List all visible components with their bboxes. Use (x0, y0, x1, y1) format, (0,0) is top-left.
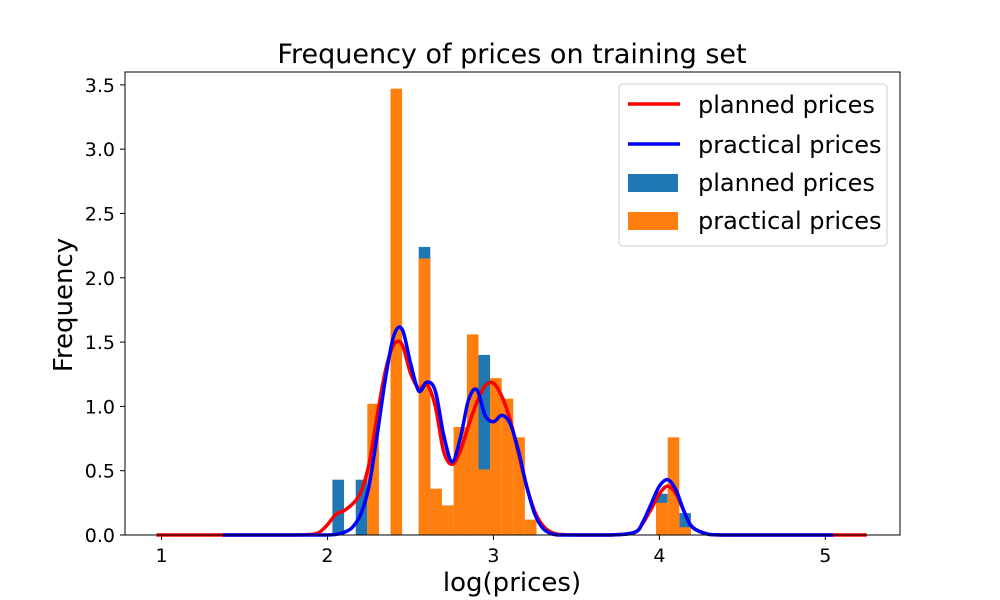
y-tick-label: 1.5 (85, 332, 115, 354)
plot-area (156, 88, 867, 537)
x-tick-label: 2 (321, 545, 333, 567)
y-tick-label: 2.0 (85, 268, 115, 290)
x-axis-title: log(prices) (443, 568, 581, 598)
y-tick-label: 2.5 (85, 203, 115, 225)
density-line-practical-prices (222, 325, 834, 537)
y-tick-label: 0.0 (85, 525, 115, 547)
hist-bar-practical-prices-9 (501, 398, 514, 535)
x-tick-label: 3 (487, 545, 499, 567)
y-axis: 0.0 0.5 1.0 1.5 2.0 2.5 3.0 3.5 (85, 75, 125, 547)
y-tick-label: 1.0 (85, 396, 115, 418)
hist-bar-planned-prices-0 (332, 479, 344, 535)
hist-bar-practical-prices-11 (524, 519, 537, 535)
x-tick-label: 5 (819, 545, 831, 567)
hist-bar-planned-prices-6 (679, 513, 691, 535)
plot-frame (124, 71, 901, 536)
y-tick-label: 3.0 (85, 139, 115, 161)
x-axis: 1 2 3 4 5 (155, 535, 831, 567)
legend-label-planned-line: planned prices (698, 91, 875, 119)
y-tick-label: 0.5 (85, 461, 115, 483)
hist-bar-practical-prices-12 (656, 502, 668, 535)
legend-label-practical-line: practical prices (698, 131, 882, 159)
hist-bar-practical-prices-6 (466, 334, 479, 535)
y-axis-title: Frequency (49, 238, 79, 372)
x-tick-label: 4 (653, 545, 665, 567)
density-line-planned-prices (156, 339, 867, 537)
hist-bar-planned-prices-4 (478, 354, 491, 535)
legend-swatch-planned-bar (628, 174, 678, 192)
hist-bar-practical-prices-4 (442, 505, 454, 535)
legend-swatch-practical-bar (628, 212, 678, 230)
legend: planned prices practical prices planned … (618, 83, 888, 247)
y-tick-label: 3.5 (85, 75, 115, 97)
hist-bar-practical-prices-3 (430, 488, 442, 535)
legend-label-practical-bar: practical prices (698, 207, 882, 235)
hist-bar-practical-prices-10 (513, 437, 525, 535)
hist-bar-practical-prices-14 (679, 527, 691, 535)
hist-bar-practical-prices-8 (490, 378, 502, 535)
density-lines (156, 325, 867, 537)
x-tick-label: 1 (155, 545, 167, 567)
chart-title: Frequency of prices on training set (277, 39, 746, 70)
hist-bar-practical-prices-2 (418, 258, 431, 535)
legend-label-planned-bar: planned prices (698, 169, 875, 197)
legend-box (618, 83, 888, 247)
hist-bar-practical-prices-1 (390, 88, 403, 535)
hist-bar-practical-prices-7 (478, 469, 491, 535)
